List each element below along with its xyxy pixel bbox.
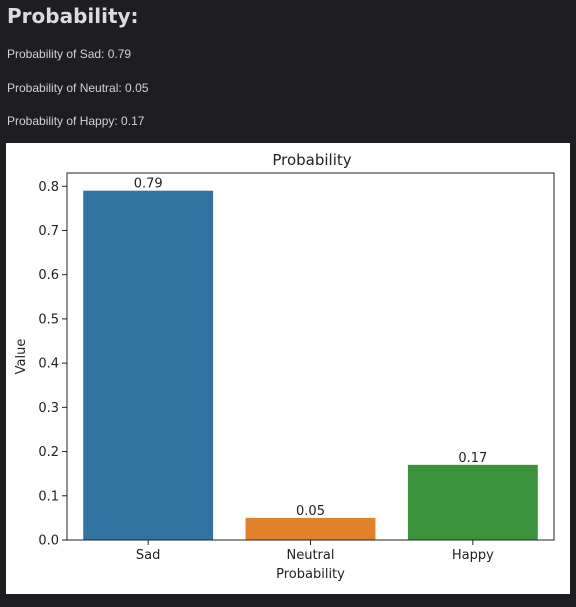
prob-line-sad: Probability of Sad: 0.79: [7, 47, 131, 61]
bars: 0.79 0.05 0.17: [83, 177, 538, 540]
y-tick-label: 0.2: [38, 445, 59, 460]
bar-neutral: [246, 518, 376, 540]
bar-value-label: 0.17: [458, 451, 487, 466]
prob-line-neutral: Probability of Neutral: 0.05: [7, 81, 148, 95]
y-tick-label: 0.7: [38, 224, 59, 239]
y-tick-label: 0.1: [38, 489, 59, 504]
bar-chart: Probability 0.00.10.20.30.40.50.60.70.8 …: [6, 143, 570, 594]
bar-value-label: 0.05: [296, 504, 325, 519]
page-heading: Probability:: [7, 4, 139, 28]
y-tick-label: 0.6: [38, 268, 59, 283]
prob-line-happy: Probability of Happy: 0.17: [7, 114, 144, 128]
bar-sad: [83, 191, 213, 540]
y-tick-label: 0.4: [38, 357, 59, 372]
y-tick-label: 0.8: [38, 180, 59, 195]
x-tick-label: Happy: [452, 548, 494, 563]
y-tick-label: 0.0: [38, 534, 59, 549]
x-tick-label: Neutral: [287, 548, 335, 563]
y-tick-label: 0.5: [38, 312, 59, 327]
bar-happy: [408, 465, 538, 540]
y-axis-label: Value: [14, 339, 29, 375]
x-axis: Sad Neutral Happy: [136, 540, 494, 563]
x-tick-label: Sad: [136, 548, 160, 563]
chart-title: Probability: [272, 151, 351, 169]
bar-value-label: 0.79: [134, 177, 163, 192]
chart-card: Probability 0.0 0.1 0.2 0.3 0.4 0.5 0.6 0.7 0.8 …: [6, 143, 570, 594]
y-tick-label: 0.3: [38, 401, 59, 416]
x-axis-label: Probability: [276, 567, 345, 582]
y-axis: 0.0 0.1 0.2 0.3 0.4 0.5 0.6 0.7 0.8: [38, 180, 67, 549]
